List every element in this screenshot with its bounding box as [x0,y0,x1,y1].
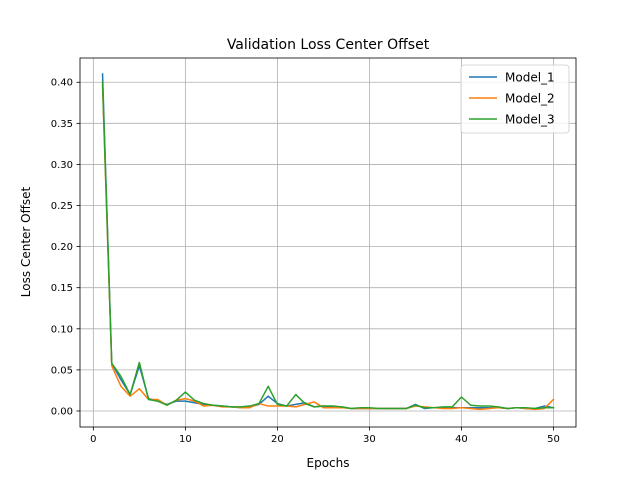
y-tick-label: 0.30 [51,160,73,171]
series-line-model-3 [101,81,555,410]
y-tick-label: 0.10 [51,324,73,335]
series-line-model-2 [101,85,555,411]
x-axis-label: Epochs [307,456,350,470]
legend-label: Model_1 [505,71,555,85]
legend: Model_1 Model_2 Model_3 [460,64,570,134]
axes-frame [79,57,577,428]
y-tick-label: 0.05 [51,365,73,376]
y-axis-label: Loss Center Offset [19,187,33,298]
chart-title: Validation Loss Center Offset [227,37,430,53]
x-tick-label: 40 [455,434,468,445]
y-tick-label: 0.35 [51,119,73,130]
legend-label: Model_3 [505,113,555,127]
axes-border [79,57,577,428]
x-tick-label: 0 [90,434,96,445]
legend-box [460,64,570,134]
series-lines [101,73,555,411]
y-tick-label: 0.15 [51,283,73,294]
y-tick-label: 0.00 [51,406,73,417]
y-tick-label: 0.25 [51,201,73,212]
x-tick-label: 50 [547,434,560,445]
y-tick-label: 0.20 [51,242,73,253]
x-tick-label: 30 [363,434,376,445]
y-tick-label: 0.40 [51,78,73,89]
axis-ticks: 0 10 20 30 40 50 0.00 0.05 0.10 0.15 0.20 0.25 0.30 0… [51,78,560,445]
legend-label: Model_2 [505,92,555,106]
x-tick-label: 10 [179,434,192,445]
x-tick-label: 20 [271,434,284,445]
